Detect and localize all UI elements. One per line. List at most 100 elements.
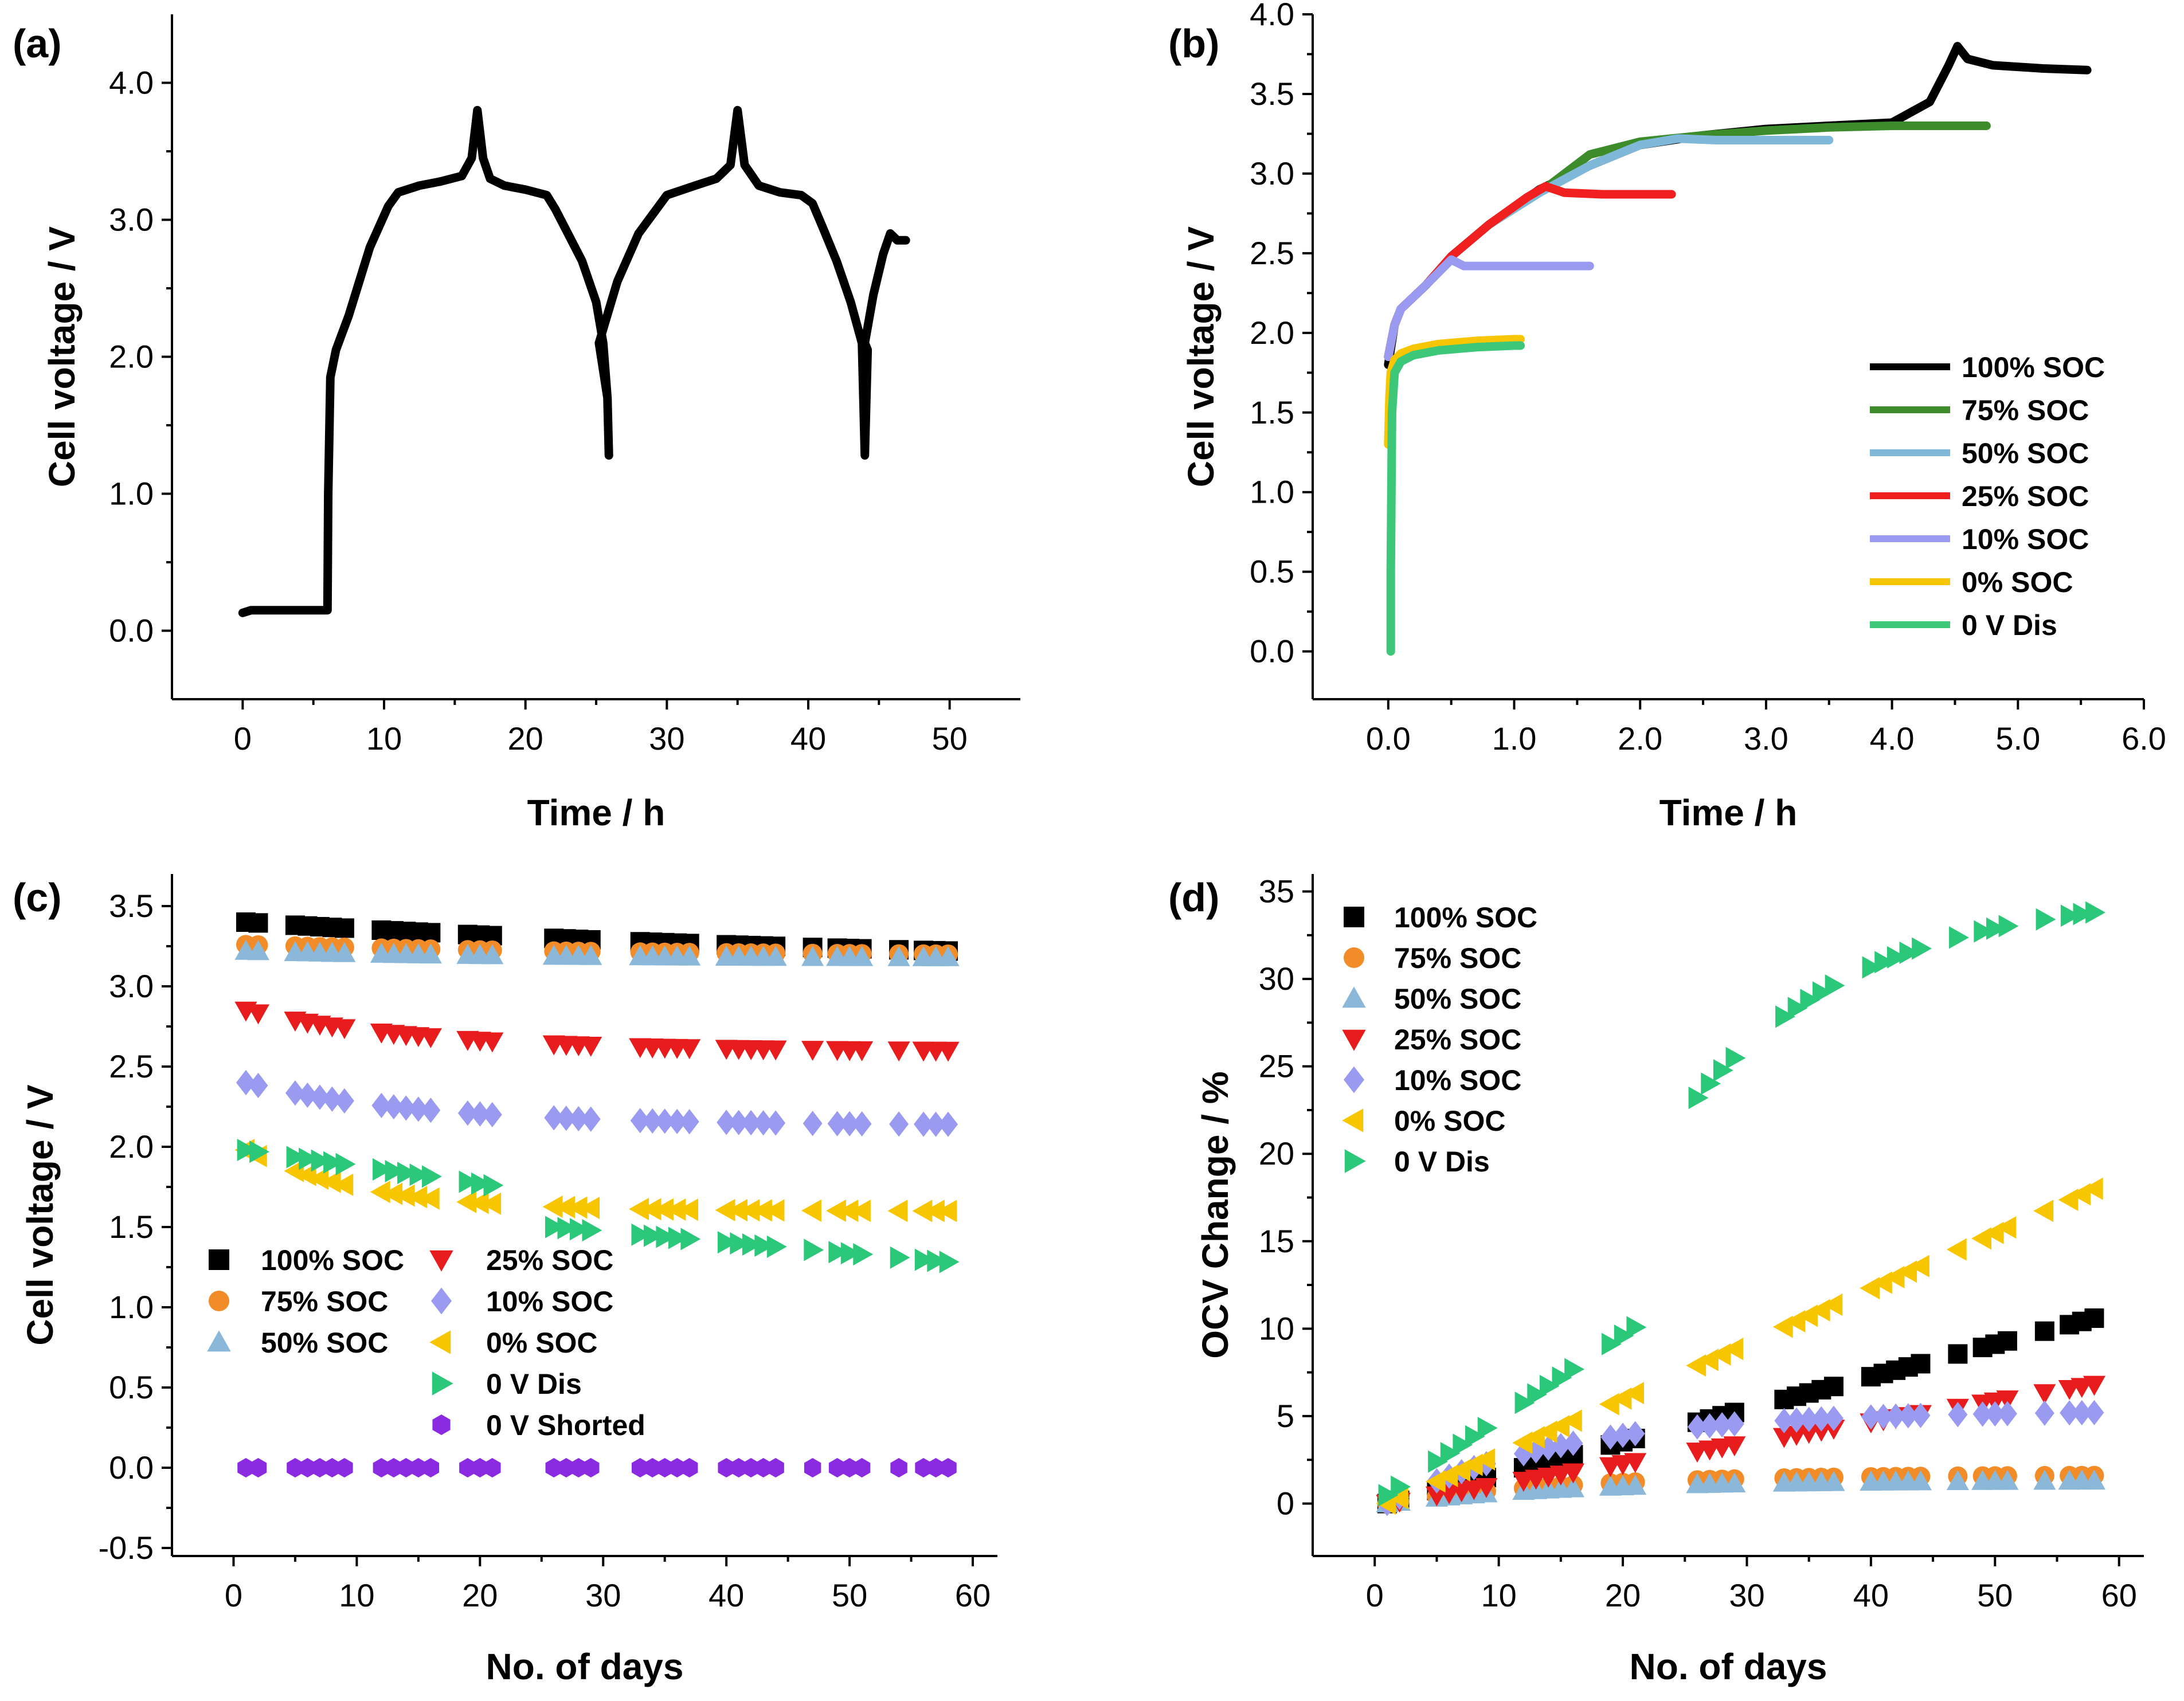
y-axis-title: Cell voltage / V: [41, 226, 83, 488]
data-point: [580, 1197, 600, 1220]
series-line-cell: [238, 105, 910, 617]
x-tick-label: 2.0: [1618, 720, 1662, 757]
data-point: [1985, 1401, 2005, 1427]
y-tick-label: 10: [1259, 1310, 1294, 1346]
data-point: [678, 1198, 698, 1221]
data-point: [1602, 1332, 1622, 1355]
data-point: [1862, 956, 1882, 979]
x-axis-title: No. of days: [486, 1646, 684, 1687]
y-tick-label: 30: [1259, 961, 1294, 997]
y-tick-label: 2.0: [1250, 315, 1294, 351]
data-point: [1723, 1436, 1746, 1457]
legend: 100% SOC 75% SOC 50% SOC 25% SOC 10% SOC 0% S…: [1870, 351, 2105, 641]
data-point: [1825, 974, 1845, 997]
data-point: [1563, 1430, 1583, 1456]
y-tick-label: 3.0: [109, 968, 154, 1004]
x-axis-title: No. of days: [1630, 1646, 1827, 1687]
data-point: [248, 913, 268, 933]
legend-label: 25% SOC: [1394, 1024, 1521, 1056]
data-point: [582, 1458, 600, 1477]
data-point: [2083, 1375, 2105, 1396]
data-point: [838, 1200, 859, 1222]
data-point: [322, 1086, 342, 1112]
x-tick-label: 4.0: [1870, 720, 1915, 757]
data-point: [370, 1181, 390, 1204]
data-point: [2033, 1384, 2056, 1405]
data-point: [409, 1163, 430, 1186]
data-point: [397, 1162, 417, 1185]
legend-label: 0% SOC: [486, 1327, 598, 1359]
data-point: [1997, 1401, 2017, 1426]
data-point: [1477, 1417, 1498, 1440]
data-point: [1946, 1470, 1969, 1490]
legend-marker: [1342, 986, 1366, 1008]
data-point: [1378, 1484, 1399, 1507]
data-point: [742, 1233, 762, 1256]
series-0-v-dis: [1378, 901, 2105, 1507]
series-line-0-v-dis: [1386, 341, 1525, 656]
data-point: [668, 1226, 688, 1249]
data-point: [655, 1108, 675, 1134]
x-axis-title: Time / h: [1659, 792, 1798, 833]
series-line-25-soc: [1384, 182, 1676, 361]
data-point: [764, 946, 787, 966]
series-line-100-soc: [1384, 42, 2092, 369]
data-point: [629, 1198, 649, 1221]
data-point: [739, 1199, 760, 1222]
series-25-soc: [234, 1001, 960, 1062]
data-point: [851, 1041, 874, 1061]
data-point: [456, 1190, 477, 1213]
data-point: [1946, 1238, 1967, 1261]
data-point: [482, 1102, 502, 1128]
data-point: [385, 1160, 405, 1183]
legend-label: 75% SOC: [1962, 394, 2089, 426]
data-point: [801, 1199, 821, 1222]
data-point: [249, 1140, 269, 1163]
y-tick-label: 1.0: [109, 476, 154, 512]
y-tick-label: 3.5: [1250, 76, 1294, 112]
y-tick-label: 1.5: [1250, 394, 1294, 430]
data-point: [938, 1111, 958, 1137]
data-point: [852, 1111, 872, 1137]
data-point: [1787, 997, 1808, 1020]
data-point: [914, 1248, 935, 1271]
x-tick-label: 30: [649, 720, 684, 757]
data-point: [1564, 1358, 1585, 1381]
data-point: [754, 1234, 775, 1257]
data-point: [1874, 951, 1895, 974]
data-point: [246, 1004, 269, 1025]
x-tick-label: 0: [225, 1577, 242, 1613]
data-point: [407, 1186, 428, 1209]
data-point: [828, 1241, 849, 1264]
data-point: [249, 1458, 267, 1477]
data-point: [840, 1111, 860, 1136]
data-point: [680, 1458, 698, 1477]
y-tick-label: 2.5: [1250, 235, 1294, 271]
data-point: [1712, 1412, 1732, 1438]
y-tick-label: 1.5: [109, 1209, 154, 1245]
data-point: [323, 1151, 343, 1174]
data-point: [1909, 1470, 1932, 1491]
y-tick-label: 0: [1277, 1485, 1294, 1521]
x-tick-label: 20: [462, 1577, 498, 1613]
data-point: [246, 940, 269, 961]
data-point: [924, 1200, 945, 1222]
data-point: [422, 1458, 440, 1477]
data-point: [643, 1224, 664, 1247]
data-point: [419, 943, 442, 964]
data-point: [801, 1041, 824, 1061]
data-point: [320, 1170, 341, 1193]
legend-marker: [1344, 1066, 1364, 1094]
y-tick-label: 15: [1259, 1223, 1294, 1259]
data-point: [887, 1200, 908, 1222]
data-point: [678, 1039, 701, 1060]
x-tick-label: 60: [955, 1577, 991, 1613]
data-point: [1911, 1354, 1931, 1374]
x-tick-label: 6.0: [2122, 720, 2166, 757]
data-point: [1800, 989, 1821, 1012]
x-tick-label: 0.0: [1366, 720, 1411, 757]
data-point: [679, 1109, 699, 1135]
data-point: [914, 1111, 934, 1137]
data-point: [1614, 1324, 1634, 1347]
data-point: [383, 1094, 404, 1120]
